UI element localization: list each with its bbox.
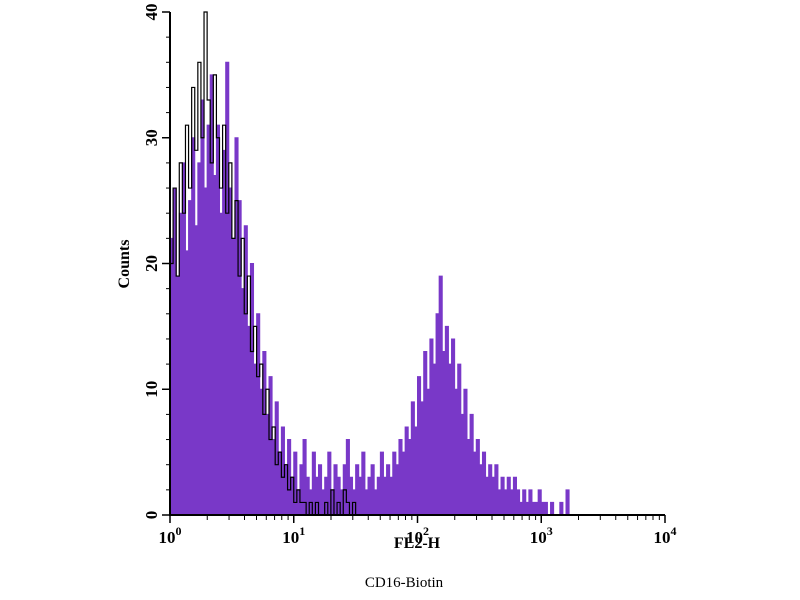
- filled-histogram-path: [169, 61, 570, 516]
- y-tick-label: 20: [142, 255, 161, 272]
- x-tick-label: 104: [654, 524, 677, 547]
- y-tick-label: 0: [142, 511, 161, 520]
- filled-histogram-series: [169, 61, 570, 516]
- x-axis-label: FL2-H: [394, 535, 441, 552]
- x-tick-label: 103: [530, 524, 553, 547]
- y-tick-label: 10: [142, 381, 161, 398]
- x-tick-label: 100: [159, 524, 182, 547]
- y-axis-label: Counts: [116, 240, 133, 289]
- figure-caption: CD16-Biotin: [365, 575, 444, 591]
- outline-histogram-series: [169, 11, 357, 516]
- y-tick-label: 30: [142, 129, 161, 146]
- y-axis-ticks: 0 10 20 30 40: [142, 4, 170, 520]
- y-tick-label: 40: [142, 4, 161, 21]
- x-tick-label: 101: [282, 524, 305, 547]
- outline-histogram-path: [169, 11, 357, 516]
